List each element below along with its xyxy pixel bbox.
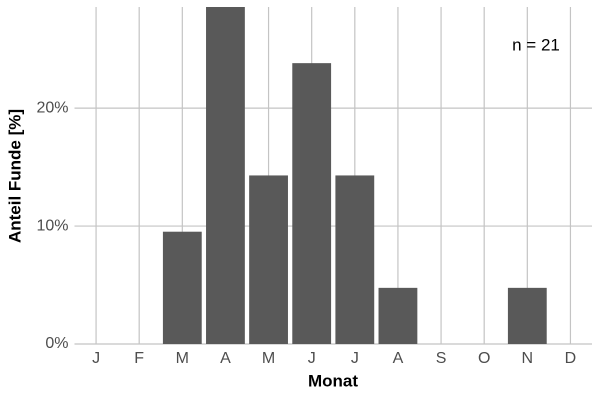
x-tick-label: N (522, 350, 534, 367)
y-tick-label: 10% (36, 217, 68, 234)
x-tick-label: O (478, 350, 490, 367)
y-axis-title: Anteil Funde [%] (5, 109, 24, 243)
x-tick-label: J (351, 350, 359, 367)
bar (507, 287, 547, 344)
bar (206, 7, 245, 344)
x-tick-label: S (436, 350, 447, 367)
x-axis-title: Monat (308, 371, 358, 390)
x-tick-label: A (393, 350, 404, 367)
bar (162, 231, 202, 344)
annotation: n = 21 (512, 35, 560, 54)
x-tick-label: J (92, 350, 100, 367)
bar (378, 287, 418, 344)
x-tick-label: A (220, 350, 231, 367)
x-tick-label: J (308, 350, 316, 367)
x-tick-label: D (565, 350, 577, 367)
x-tick-label: M (176, 350, 189, 367)
y-tick-label: 0% (45, 335, 68, 352)
y-tick-label: 20% (36, 99, 68, 116)
x-tick-label: F (134, 350, 144, 367)
bar (292, 63, 332, 345)
bar (335, 175, 375, 344)
x-tick-label: M (262, 350, 275, 367)
bar (249, 175, 288, 344)
